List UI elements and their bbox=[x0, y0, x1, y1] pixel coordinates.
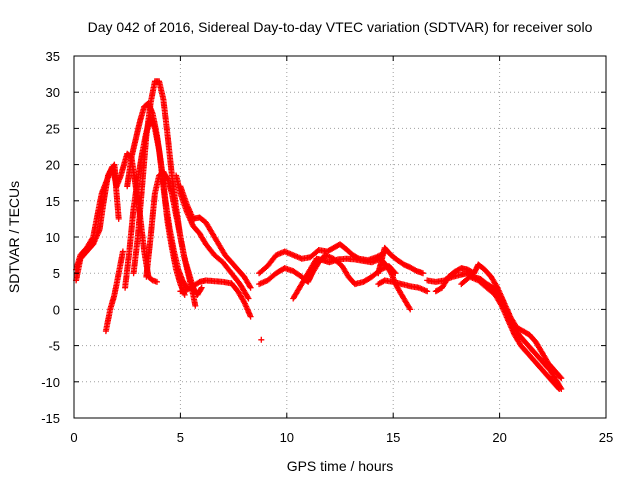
data-point bbox=[154, 278, 160, 285]
data-point bbox=[557, 374, 564, 381]
y-tick-label: 5 bbox=[53, 266, 60, 281]
x-axis-ticks: 0 5 10 15 20 25 bbox=[70, 56, 613, 445]
data-point bbox=[192, 302, 199, 309]
data-point bbox=[245, 295, 252, 302]
data-points bbox=[73, 78, 565, 392]
series-track-9 bbox=[177, 183, 254, 291]
series-track-14 bbox=[375, 244, 426, 277]
y-tick-label: -5 bbox=[48, 339, 60, 354]
data-point bbox=[556, 386, 563, 392]
data-point bbox=[247, 284, 254, 291]
data-point bbox=[555, 385, 562, 391]
x-tick-label: 20 bbox=[492, 430, 506, 445]
y-tick-label: -15 bbox=[41, 411, 60, 426]
data-point bbox=[244, 294, 251, 301]
y-tick-label: 15 bbox=[46, 194, 60, 209]
series-track-17 bbox=[432, 261, 565, 382]
data-point bbox=[198, 284, 205, 291]
x-axis-label: GPS time / hours bbox=[287, 458, 394, 474]
x-tick-label: 0 bbox=[70, 430, 77, 445]
y-axis-ticks: -15 -10 -5 0 5 10 15 20 25 30 35 bbox=[41, 49, 606, 426]
chart-title: Day 042 of 2016, Sidereal Day-to-day VTE… bbox=[88, 19, 593, 35]
data-point bbox=[198, 285, 204, 292]
data-point bbox=[115, 215, 122, 222]
x-tick-label: 15 bbox=[386, 430, 400, 445]
series-track-15 bbox=[375, 277, 431, 295]
series-track-2 bbox=[73, 161, 122, 273]
x-tick-label: 10 bbox=[280, 430, 294, 445]
y-tick-label: -10 bbox=[41, 375, 60, 390]
series-track-18 bbox=[458, 273, 563, 392]
data-point bbox=[119, 248, 126, 255]
series-track-7 bbox=[143, 168, 199, 309]
y-tick-label: 30 bbox=[46, 85, 60, 100]
data-point bbox=[247, 313, 254, 320]
series-track-10 bbox=[177, 277, 254, 320]
y-tick-label: 35 bbox=[46, 49, 60, 64]
series-track-8 bbox=[173, 172, 252, 302]
data-point bbox=[558, 375, 565, 382]
series-isolated bbox=[258, 336, 265, 343]
data-point bbox=[420, 270, 426, 277]
series-track-3 bbox=[102, 248, 126, 335]
series-track-5 bbox=[122, 114, 188, 298]
x-tick-label: 25 bbox=[599, 430, 613, 445]
y-tick-label: 10 bbox=[46, 230, 60, 245]
y-tick-label: 20 bbox=[46, 158, 60, 173]
data-point bbox=[424, 288, 431, 295]
y-axis-label: SDTVAR / TECUs bbox=[6, 181, 22, 293]
data-point bbox=[407, 306, 414, 313]
x-tick-label: 5 bbox=[177, 430, 184, 445]
data-point bbox=[258, 336, 265, 343]
y-tick-label: 25 bbox=[46, 121, 60, 136]
y-tick-label: 0 bbox=[53, 302, 60, 317]
